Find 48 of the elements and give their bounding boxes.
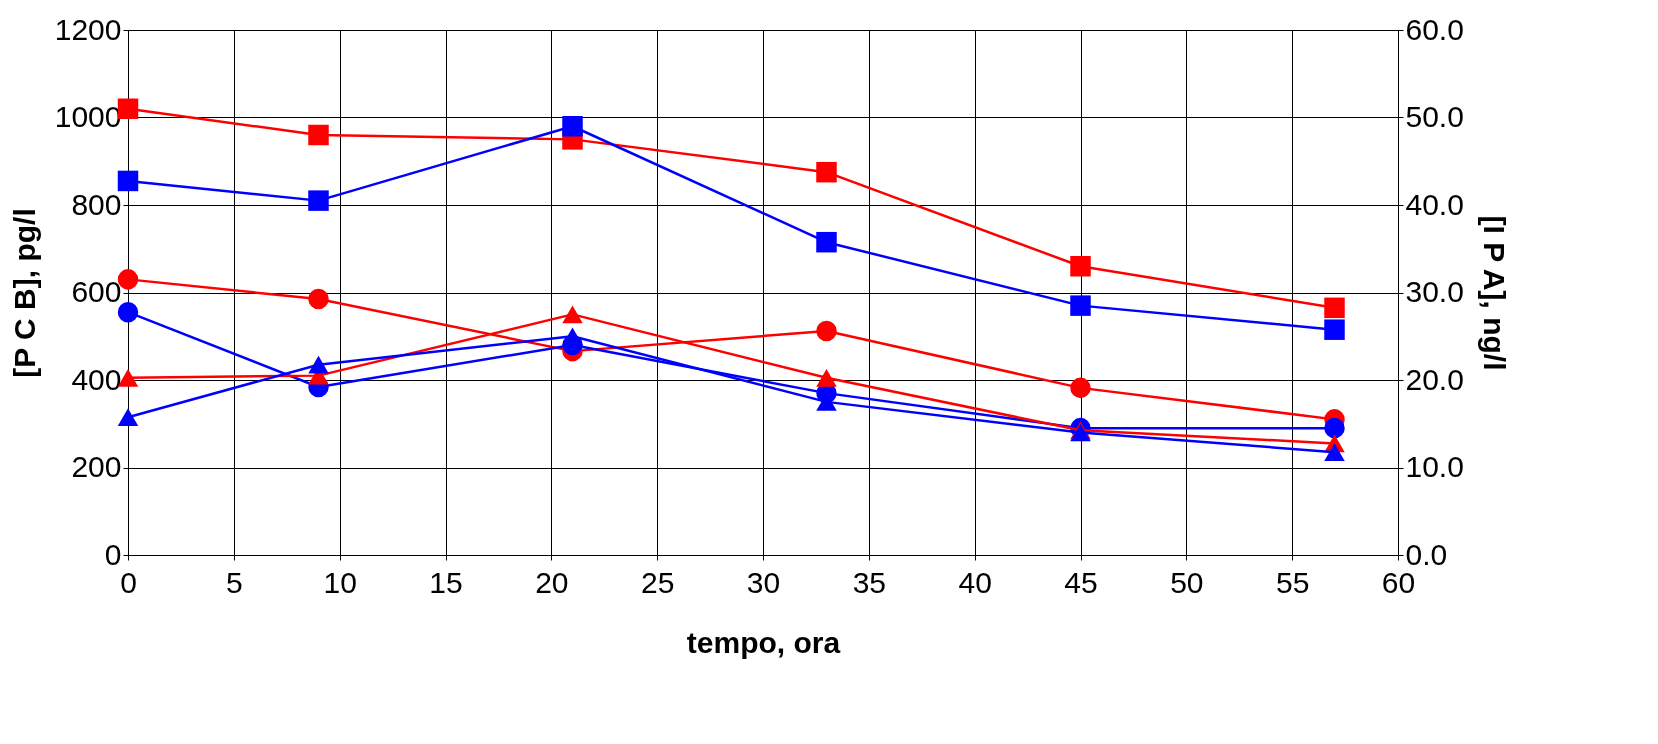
point: [562, 327, 583, 346]
point: [816, 231, 837, 253]
y-tick-label: 1200: [54, 12, 122, 46]
y2-tick-label: 60.0: [1405, 12, 1464, 46]
y-tick-label: 600: [71, 275, 122, 308]
y2-tick-label: 10.0: [1405, 450, 1464, 483]
point: [308, 355, 329, 374]
x-tick-label: 5: [225, 565, 243, 599]
y-tick-label: 1000: [54, 100, 122, 133]
point: [1070, 256, 1091, 277]
x-tick-label: 25: [640, 565, 675, 599]
x-tick-label: 55: [1275, 565, 1310, 599]
point: [562, 116, 583, 137]
y-tick-label: 0: [104, 537, 122, 571]
point: [816, 161, 837, 183]
x-tick-label: 30: [746, 565, 781, 599]
y-tick-label: 400: [71, 362, 122, 396]
point: [117, 408, 139, 427]
y2-axis-title: [I P A], ng/l: [1477, 215, 1511, 371]
y-axis-title: [P C B], pg/l: [7, 208, 41, 378]
y-tick-label: 800: [71, 187, 122, 221]
point: [1324, 417, 1345, 439]
y-tick-label: 200: [71, 450, 122, 483]
point: [1324, 319, 1345, 340]
point: [308, 288, 329, 310]
x-tick-label: 40: [958, 565, 992, 599]
point: [816, 368, 837, 387]
point: [117, 170, 139, 192]
x-tick-label: 45: [1064, 565, 1098, 599]
x-tick-label: 35: [852, 565, 887, 599]
x-tick-label: 50: [1170, 565, 1204, 599]
point: [1070, 295, 1091, 316]
x-axis-title: tempo, ora: [686, 625, 841, 659]
point: [308, 124, 329, 146]
point: [1070, 377, 1091, 399]
y2-tick-label: 30.0: [1405, 275, 1464, 308]
x-tick-label: 20: [535, 565, 569, 599]
y2-tick-label: 40.0: [1405, 187, 1464, 221]
point: [1324, 297, 1345, 319]
x-tick-label: 15: [429, 565, 463, 599]
point: [117, 301, 139, 323]
point: [1324, 443, 1345, 462]
y2-tick-label: 50.0: [1405, 100, 1464, 133]
x-tick-label: 10: [323, 565, 357, 599]
point: [816, 320, 837, 342]
y2-tick-label: 20.0: [1405, 362, 1464, 396]
point: [308, 190, 329, 211]
point: [562, 305, 583, 324]
